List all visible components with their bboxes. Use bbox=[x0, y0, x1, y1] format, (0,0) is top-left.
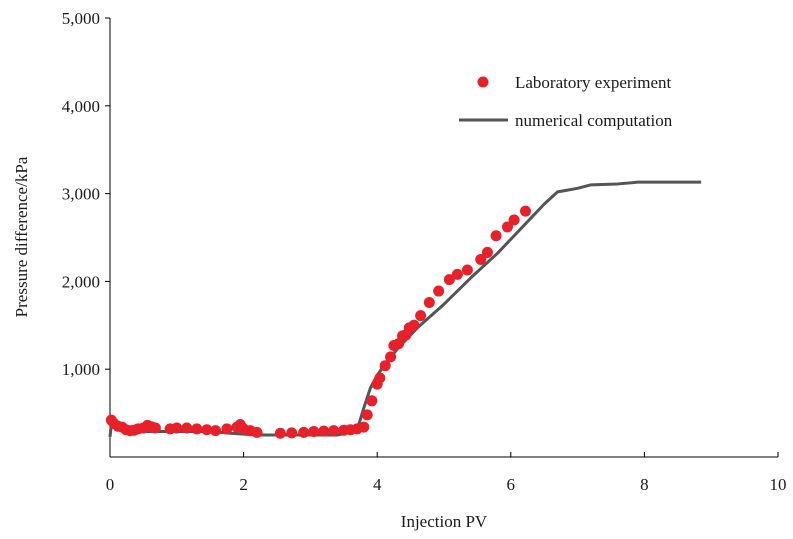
experiment-point bbox=[501, 221, 513, 233]
experiment-point bbox=[361, 409, 373, 421]
experiment-point bbox=[181, 422, 193, 434]
experiment-point bbox=[519, 205, 531, 217]
legend-label-experiment: Laboratory experiment bbox=[515, 73, 672, 92]
experiment-point bbox=[328, 425, 340, 437]
experiment-point bbox=[475, 253, 487, 265]
experiment-point bbox=[481, 246, 493, 258]
x-axis-title: Injection PV bbox=[401, 512, 488, 531]
legend-marker-experiment bbox=[477, 76, 489, 88]
experiment-point bbox=[221, 423, 233, 435]
y-axis-title: Pressure difference/kPa bbox=[12, 156, 31, 317]
legend: Laboratory experiment numerical computat… bbox=[459, 73, 673, 130]
experiment-point bbox=[191, 423, 203, 435]
experiment-point bbox=[451, 268, 463, 280]
experiment-point bbox=[508, 214, 520, 226]
y-tick-label: 4,000 bbox=[62, 97, 100, 116]
experiment-point bbox=[308, 426, 320, 438]
x-tick-label: 6 bbox=[507, 475, 516, 494]
experiment-point bbox=[171, 422, 183, 434]
plot-area bbox=[105, 180, 702, 439]
experiment-point bbox=[415, 310, 427, 322]
y-ticks: 1,000 2,000 3,000 4,000 5,000 bbox=[62, 9, 110, 379]
y-tick-label: 3,000 bbox=[62, 185, 100, 204]
experiment-point bbox=[408, 319, 420, 331]
legend-label-computation: numerical computation bbox=[515, 111, 673, 130]
x-tick-label: 10 bbox=[770, 475, 787, 494]
experiment-point bbox=[490, 230, 502, 242]
experiment-point bbox=[385, 351, 397, 363]
experiment-point bbox=[423, 296, 435, 308]
y-tick-label: 5,000 bbox=[62, 9, 100, 28]
x-tick-label: 2 bbox=[239, 475, 248, 494]
experiment-point bbox=[210, 425, 222, 437]
experiment-point bbox=[251, 426, 263, 438]
x-tick-label: 4 bbox=[373, 475, 382, 494]
x-tick-label: 8 bbox=[640, 475, 649, 494]
experiment-point bbox=[286, 427, 298, 439]
experiment-point bbox=[298, 426, 310, 438]
y-tick-label: 1,000 bbox=[62, 360, 100, 379]
x-ticks: 0 2 4 6 8 10 bbox=[106, 452, 787, 494]
experiment-point bbox=[366, 395, 378, 407]
numerical-computation-line bbox=[108, 180, 702, 437]
experiment-point bbox=[149, 422, 161, 434]
axes bbox=[109, 18, 778, 458]
experiment-point bbox=[443, 274, 455, 286]
experiment-point bbox=[379, 360, 391, 372]
experiment-point bbox=[461, 264, 473, 276]
experiment-point bbox=[201, 424, 213, 436]
x-tick-label: 0 bbox=[106, 475, 115, 494]
experiment-point bbox=[274, 427, 286, 439]
y-tick-label: 2,000 bbox=[62, 272, 100, 291]
experiment-point bbox=[318, 425, 330, 437]
experiment-point bbox=[374, 372, 386, 384]
laboratory-experiment-points bbox=[105, 205, 531, 439]
experiment-point bbox=[433, 285, 445, 297]
experiment-point bbox=[358, 421, 370, 433]
